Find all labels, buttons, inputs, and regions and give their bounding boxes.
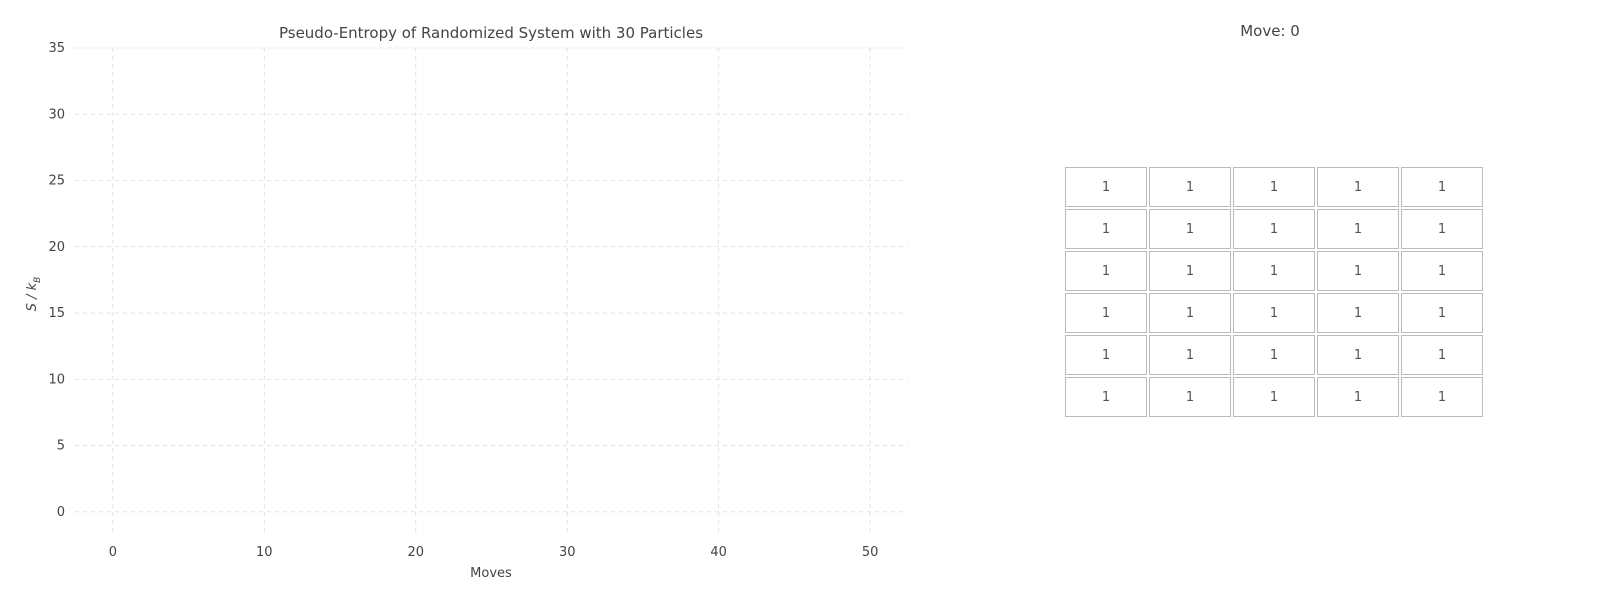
y-tick-label: 30 [48, 107, 65, 122]
grid-cell: 1 [1065, 167, 1147, 207]
grid-cell: 1 [1149, 167, 1231, 207]
move-counter-title: Move: 0 [1240, 22, 1300, 40]
x-tick-label: 40 [710, 545, 727, 560]
chart-ticks: 0 10 20 30 40 50 0 5 10 15 20 25 30 35 [48, 41, 878, 560]
y-axis-label-main: S / k [25, 282, 40, 311]
x-tick-label: 10 [256, 545, 273, 560]
grid-cell: 1 [1149, 293, 1231, 333]
grid-cell: 1 [1317, 293, 1399, 333]
grid-cell: 1 [1401, 293, 1483, 333]
grid-cell: 1 [1233, 251, 1315, 291]
grid-cell: 1 [1401, 335, 1483, 375]
grid-cell: 1 [1233, 167, 1315, 207]
x-tick-label: 50 [862, 545, 879, 560]
y-tick-label: 15 [48, 306, 65, 321]
grid-cell: 1 [1401, 251, 1483, 291]
x-tick-label: 30 [559, 545, 576, 560]
grid-cell: 1 [1401, 209, 1483, 249]
y-tick-label: 0 [57, 505, 65, 520]
y-tick-label: 20 [48, 240, 65, 255]
grid-cell: 1 [1317, 377, 1399, 417]
y-tick-label: 35 [48, 41, 65, 56]
grid-cell: 1 [1065, 377, 1147, 417]
x-axis-label: Moves [470, 566, 512, 581]
y-axis-label-subscript: B [33, 277, 43, 283]
chart-gridlines [75, 47, 908, 535]
grid-cell: 1 [1233, 335, 1315, 375]
grid-cell: 1 [1065, 251, 1147, 291]
grid-cell: 1 [1149, 251, 1231, 291]
grid-cell: 1 [1149, 209, 1231, 249]
grid-cell: 1 [1233, 209, 1315, 249]
x-tick-label: 20 [407, 545, 424, 560]
grid-cell: 1 [1149, 377, 1231, 417]
grid-cell: 1 [1401, 167, 1483, 207]
grid-cell: 1 [1317, 251, 1399, 291]
grid-cell: 1 [1317, 167, 1399, 207]
y-tick-label: 25 [48, 174, 65, 189]
grid-cell: 1 [1149, 335, 1231, 375]
y-tick-label: 10 [48, 372, 65, 387]
grid-cell: 1 [1317, 209, 1399, 249]
chart-title: Pseudo-Entropy of Randomized System with… [279, 24, 703, 42]
grid-cell: 1 [1065, 209, 1147, 249]
y-axis-label: S / kB [25, 277, 43, 312]
grid-cell: 1 [1065, 293, 1147, 333]
grid-cell: 1 [1233, 293, 1315, 333]
grid-cell: 1 [1317, 335, 1399, 375]
grid-cell: 1 [1233, 377, 1315, 417]
grid-cell: 1 [1401, 377, 1483, 417]
grid-cell: 1 [1065, 335, 1147, 375]
x-tick-label: 0 [109, 545, 117, 560]
entropy-chart: 0 10 20 30 40 50 0 5 10 15 20 25 30 35 Pseudo-Entropy… [25, 24, 908, 581]
y-tick-label: 5 [57, 439, 65, 454]
